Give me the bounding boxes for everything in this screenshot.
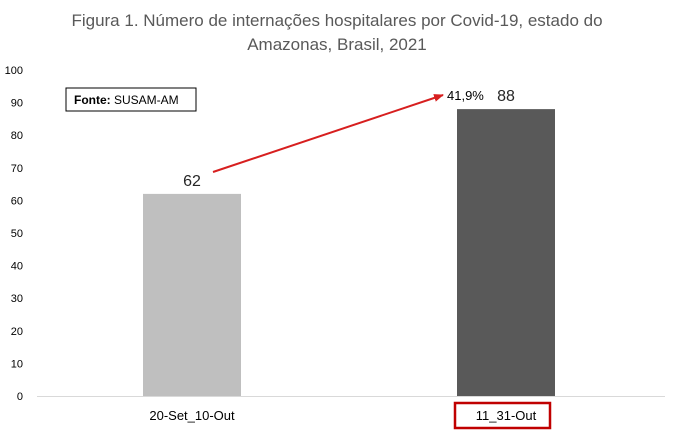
data-label: 62 bbox=[183, 173, 201, 190]
y-tick-label: 80 bbox=[11, 130, 23, 142]
source-text: Fonte: SUSAM-AM bbox=[74, 93, 179, 107]
category-label: 20-Set_10-Out bbox=[149, 408, 235, 423]
y-tick-label: 20 bbox=[11, 326, 23, 338]
y-tick-label: 90 bbox=[11, 98, 23, 110]
data-label: 88 bbox=[497, 88, 515, 105]
growth-arrow bbox=[212, 94, 444, 173]
data-labels: 62 88 bbox=[183, 88, 515, 190]
chart-title-line1: Figura 1. Número de internações hospital… bbox=[71, 11, 602, 30]
y-tick-label: 40 bbox=[11, 261, 23, 273]
highlight-box bbox=[453, 401, 552, 430]
y-tick-label: 100 bbox=[5, 65, 23, 77]
source-label: SUSAM-AM bbox=[111, 93, 179, 107]
y-tick-label: 0 bbox=[17, 391, 23, 403]
chart-title-line2: Amazonas, Brasil, 2021 bbox=[247, 35, 427, 54]
y-axis-ticks: 0 10 20 30 40 50 60 70 80 90 100 bbox=[5, 65, 23, 403]
y-tick-label: 70 bbox=[11, 163, 23, 175]
bars bbox=[143, 109, 555, 397]
y-tick-label: 30 bbox=[11, 293, 23, 305]
category-label: 11_31-Out bbox=[476, 408, 537, 423]
source-box: Fonte: SUSAM-AM bbox=[65, 87, 197, 112]
category-labels: 20-Set_10-Out 11_31-Out bbox=[149, 408, 536, 423]
source-label-bold: Fonte: bbox=[74, 93, 111, 107]
growth-percent-label: 41,9% bbox=[447, 88, 484, 103]
bar bbox=[457, 109, 555, 397]
y-tick-label: 50 bbox=[11, 228, 23, 240]
y-tick-label: 10 bbox=[11, 358, 23, 370]
y-tick-label: 60 bbox=[11, 195, 23, 207]
bar bbox=[143, 193, 241, 396]
